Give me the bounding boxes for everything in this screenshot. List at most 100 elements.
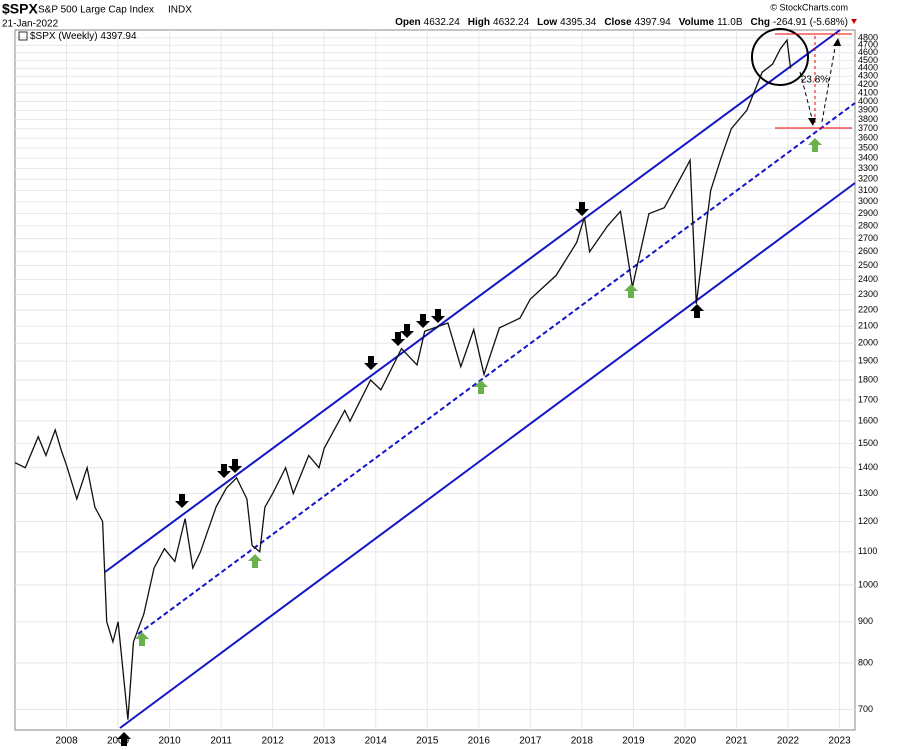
- price: [14, 38, 792, 720]
- y-tick-label: 3700: [858, 123, 878, 133]
- annotations: 23.8%: [751, 28, 852, 129]
- y-tick-label: 1300: [858, 488, 878, 498]
- index-name: S&P 500 Large Cap Index: [38, 5, 154, 16]
- y-tick-label: 2600: [858, 246, 878, 256]
- quote-label: Volume: [679, 17, 715, 28]
- y-tick-label: 4200: [858, 79, 878, 89]
- symbol: $SPX: [2, 1, 38, 17]
- exchange: INDX: [168, 5, 192, 16]
- y-tick-label: 700: [858, 704, 873, 714]
- down-arrow: [364, 356, 378, 370]
- arrows: [117, 138, 822, 746]
- x-tick-label: 2014: [365, 736, 388, 747]
- down-arrow: [391, 332, 405, 346]
- quote-value: 4632.24: [493, 17, 530, 28]
- down-arrow: [228, 459, 242, 473]
- x-tick-label: 2018: [571, 736, 594, 747]
- y-tick-label: 1400: [858, 462, 878, 472]
- y-tick-label: 1000: [858, 579, 878, 589]
- quote-label: High: [468, 17, 490, 28]
- dashed-arrow: [799, 41, 837, 123]
- y-tick-label: 800: [858, 657, 873, 667]
- quote-value: 4395.34: [560, 17, 597, 28]
- quote: Open 4632.24 High 4632.24 Low 4395.34 Close 439…: [395, 17, 848, 28]
- y-tick-label: 4500: [858, 55, 878, 65]
- upper-channel: [104, 29, 841, 573]
- grid: [15, 30, 855, 730]
- channel: [104, 29, 856, 729]
- y-tick-label: 4300: [858, 71, 878, 81]
- x-tick-label: 2008: [55, 736, 78, 747]
- x-tick-label: 2011: [210, 736, 232, 747]
- legend-name: $SPX (Weekly): [30, 31, 98, 42]
- up-arrow: [690, 304, 704, 318]
- y-tick-label: 4800: [858, 32, 878, 42]
- y-tick-label: 4600: [858, 47, 878, 57]
- y-tick-label: 3800: [858, 114, 878, 124]
- y-tick-label: 4100: [858, 87, 878, 97]
- down-arrow: [575, 202, 589, 216]
- down-triangle: [851, 19, 857, 24]
- y-tick-label: 4700: [858, 40, 878, 50]
- quote-value: 4397.94: [635, 17, 672, 28]
- x-tick-label: 2023: [828, 736, 851, 747]
- annotation: 23.8%: [801, 75, 829, 86]
- y-tick-label: 1200: [858, 516, 878, 526]
- down-arrow: [217, 464, 231, 478]
- price-line: [14, 38, 792, 720]
- up-arrow: [474, 380, 488, 394]
- legend: $SPX (Weekly) 4397.94: [30, 31, 137, 42]
- credit: © StockCharts.com: [770, 2, 848, 12]
- down-arrow: [431, 309, 445, 323]
- y-tick-label: 2100: [858, 321, 878, 331]
- up-arrow: [624, 284, 638, 298]
- x-tick-label: 2012: [262, 736, 285, 747]
- x-tick-label: 2013: [313, 736, 336, 747]
- quote-label: Low: [537, 17, 557, 28]
- quote-value: -264.91 (-5.68%): [773, 17, 848, 28]
- middle-channel: [137, 102, 856, 635]
- y-tick-label: 1100: [858, 546, 877, 556]
- y-tick-label: 4400: [858, 63, 878, 73]
- y-tick-label: 2400: [858, 274, 878, 284]
- y-tick-label: 3100: [858, 185, 878, 195]
- y-tick-label: 2500: [858, 260, 878, 270]
- up-arrow: [808, 138, 822, 152]
- quote-label: Close: [604, 17, 632, 28]
- legend-box: [18, 31, 28, 41]
- up-arrow: [248, 554, 262, 568]
- quote-label: Open: [395, 17, 421, 28]
- x-tick-label: 2021: [725, 736, 748, 747]
- y-tick-label: 2800: [858, 220, 878, 230]
- quote-label: Chg: [751, 17, 770, 28]
- y-tick-label: 1600: [858, 415, 878, 425]
- x-tick-label: 2015: [416, 736, 439, 747]
- x-tick-label: 2010: [158, 736, 181, 747]
- y-tick-label: 3500: [858, 142, 878, 152]
- y-tick-label: 3200: [858, 174, 878, 184]
- x-tick-label: 2019: [622, 736, 645, 747]
- x-tick-label: 2017: [519, 736, 542, 747]
- y-tick-label: 2300: [858, 289, 878, 299]
- y-tick-label: 2900: [858, 208, 878, 218]
- legend-value: 4397.94: [100, 31, 137, 42]
- y-tick-label: 1500: [858, 438, 878, 448]
- y-tick-label: 3000: [858, 196, 878, 206]
- up-arrow: [135, 632, 149, 646]
- x-tick-label: 2020: [674, 736, 697, 747]
- y-tick-label: 1700: [858, 394, 878, 404]
- circle: [751, 28, 809, 86]
- y-tick-label: 2200: [858, 304, 878, 314]
- down-arrow: [416, 314, 430, 328]
- quote-value: 11.0B: [717, 17, 743, 28]
- down-arrow: [175, 494, 189, 508]
- date: 21-Jan-2022: [2, 19, 59, 30]
- y-tick-label: 2700: [858, 233, 878, 243]
- y-tick-label: 4000: [858, 96, 878, 106]
- y-tick-label: 900: [858, 616, 873, 626]
- y-tick-label: 3300: [858, 163, 878, 173]
- y-tick-label: 1900: [858, 356, 878, 366]
- x-tick-label: 2016: [468, 736, 491, 747]
- down-arrow: [400, 324, 414, 338]
